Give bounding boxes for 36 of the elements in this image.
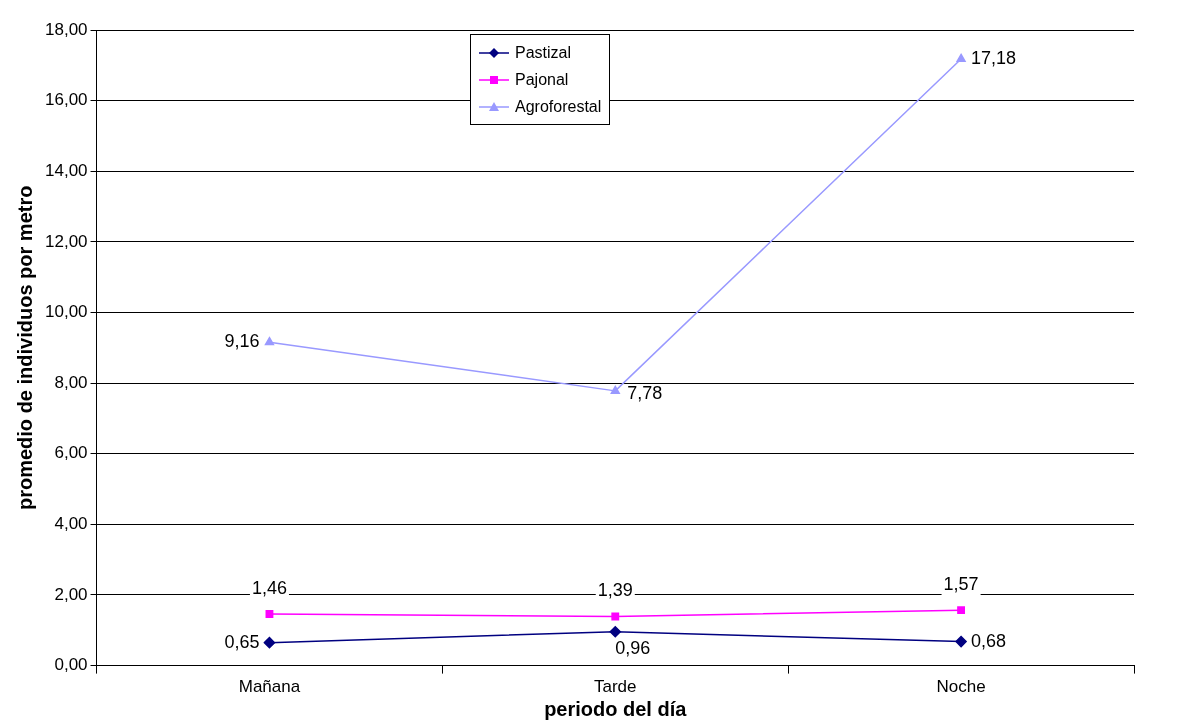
point [264, 336, 275, 346]
point [263, 636, 276, 649]
x-tick-label: Noche [936, 677, 986, 697]
point [955, 635, 967, 648]
point [957, 606, 966, 615]
legend-label: Agroforestal [515, 97, 602, 116]
data-label: 1,46 [251, 578, 287, 599]
y-tick-label: 4,00 [54, 514, 88, 534]
y-tick-label: 18,00 [44, 19, 88, 39]
data-label: 0,65 [224, 631, 260, 652]
point [956, 53, 966, 62]
data-label: 1,39 [597, 580, 633, 601]
data-label: 17,18 [971, 47, 1017, 68]
y-tick-label: 6,00 [54, 443, 88, 463]
data-label: 0,96 [615, 637, 651, 658]
point [611, 612, 620, 621]
data-label: 7,78 [627, 382, 663, 403]
y-tick-label: 12,00 [44, 231, 88, 251]
y-tick-label: 14,00 [44, 160, 88, 180]
y-tick-label: 16,00 [44, 90, 88, 110]
legend-label: Pajonal [515, 70, 569, 89]
y-tick-label: 8,00 [54, 372, 88, 392]
data-label: 0,68 [971, 630, 1007, 651]
point [609, 625, 622, 638]
data-label: 9,16 [224, 331, 260, 352]
y-axis-title: promedio de individuos por metro [13, 185, 36, 511]
y-tick-label: 0,00 [54, 655, 88, 675]
y-tick-label: 2,00 [54, 584, 88, 604]
x-tick-label: Tarde [594, 677, 637, 697]
data-label: 1,57 [943, 574, 979, 595]
x-axis-title: periodo del día [544, 697, 688, 720]
y-tick-label: 10,00 [44, 302, 88, 322]
point [610, 385, 620, 394]
point [265, 610, 274, 618]
legend-label: Pastizal [515, 43, 572, 62]
x-tick-label: Mañana [238, 677, 301, 697]
